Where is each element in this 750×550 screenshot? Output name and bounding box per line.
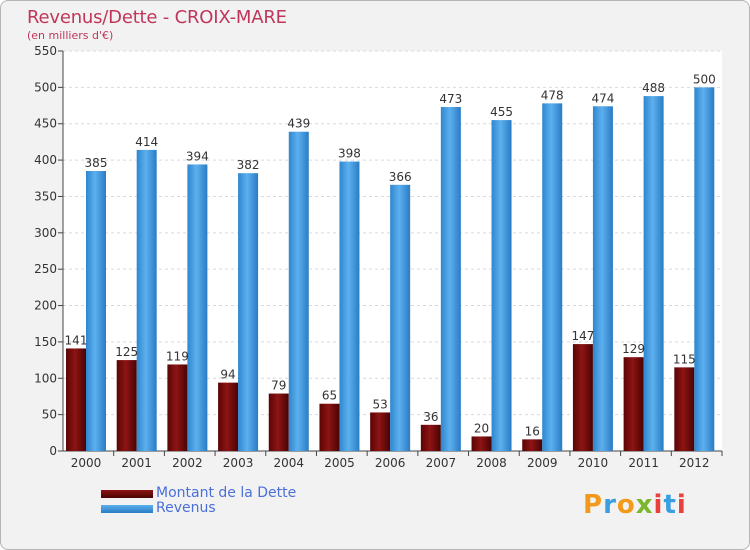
x-tick-label: 2012 (679, 456, 710, 470)
legend-swatch-revenue (101, 505, 153, 513)
data-label: 488 (642, 81, 665, 95)
bar-revenus (136, 149, 157, 451)
data-label: 385 (85, 156, 108, 170)
data-label: 53 (373, 397, 388, 411)
x-tick-label: 2006 (375, 456, 406, 470)
data-label: 474 (591, 91, 614, 105)
legend-swatch-debt (101, 490, 153, 498)
data-label: 398 (338, 147, 361, 161)
logo-letter: i (676, 490, 687, 520)
legend-label-debt: Montant de la Dette (156, 485, 297, 501)
x-tick-label: 2001 (121, 456, 152, 470)
data-label: 147 (571, 329, 594, 343)
bar-dette (572, 344, 593, 451)
logo-letter: i (653, 490, 664, 520)
data-label: 439 (287, 117, 310, 131)
bar-dette (116, 360, 137, 451)
chart-subtitle: (en milliers d'€) (27, 29, 114, 42)
chart-title: Revenus/Dette - CROIX-MARE (27, 7, 287, 28)
y-tick-label: 150 (34, 335, 57, 349)
y-tick-label: 500 (34, 80, 57, 94)
data-label: 115 (673, 352, 696, 366)
y-tick-label: 200 (34, 299, 57, 313)
bar-dette (370, 412, 391, 451)
y-tick-label: 0 (49, 444, 57, 458)
bar-dette (471, 436, 492, 451)
x-tick-label: 2004 (273, 456, 304, 470)
logo-letter: x (635, 490, 654, 520)
bar-revenus (390, 184, 411, 451)
data-label: 94 (220, 368, 235, 382)
x-tick-label: 2002 (172, 456, 203, 470)
y-tick-label: 250 (34, 262, 57, 276)
bar-revenus (238, 173, 259, 451)
data-label: 366 (389, 170, 412, 184)
bar-revenus (187, 164, 208, 452)
x-tick-label: 2000 (71, 456, 102, 470)
data-label: 141 (65, 333, 88, 347)
data-label: 394 (186, 149, 209, 163)
bar-dette (319, 403, 340, 451)
data-label: 36 (423, 410, 438, 424)
data-label: 79 (271, 379, 286, 393)
bar-dette (623, 357, 644, 451)
x-tick-label: 2011 (628, 456, 659, 470)
x-tick-label: 2009 (527, 456, 558, 470)
bar-revenus (86, 171, 106, 451)
bar-dette (268, 393, 289, 451)
data-label: 455 (490, 105, 513, 119)
bar-dette (420, 424, 441, 451)
y-tick-label: 300 (34, 226, 57, 240)
y-tick-label: 100 (34, 371, 57, 385)
data-label: 382 (237, 158, 260, 172)
bar-revenus (542, 103, 563, 451)
data-label: 65 (322, 389, 337, 403)
y-tick-label: 400 (34, 153, 57, 167)
bar-revenus (592, 106, 613, 451)
bar-revenus (643, 96, 664, 451)
logo-letter: r (603, 490, 617, 520)
y-tick-label: 50 (42, 408, 57, 422)
bar-revenus (491, 120, 512, 451)
data-label: 125 (115, 345, 138, 359)
x-tick-label: 2010 (578, 456, 609, 470)
bar-revenus (288, 131, 309, 451)
y-tick-label: 550 (34, 44, 57, 58)
data-label: 473 (439, 92, 462, 106)
data-label: 129 (622, 342, 645, 356)
bar-revenus (440, 107, 461, 451)
bar-dette (218, 382, 239, 451)
bar-dette (674, 367, 695, 451)
data-label: 16 (525, 424, 540, 438)
data-label: 414 (135, 135, 158, 149)
legend-label-revenue: Revenus (156, 500, 216, 516)
x-tick-label: 2003 (223, 456, 254, 470)
x-tick-label: 2007 (426, 456, 457, 470)
y-tick-label: 450 (34, 117, 57, 131)
y-tick-label: 350 (34, 189, 57, 203)
proxiti-logo: Proxiti (583, 490, 687, 520)
bar-dette (66, 348, 86, 451)
logo-letter: o (616, 490, 636, 520)
bar-revenus (339, 161, 360, 451)
x-tick-label: 2005 (324, 456, 355, 470)
bar-revenus (694, 87, 715, 451)
bar-dette (167, 364, 188, 451)
data-label: 478 (541, 88, 564, 102)
x-tick-label: 2008 (476, 456, 507, 470)
data-label: 500 (693, 72, 716, 86)
logo-letter: P (583, 490, 604, 520)
data-label: 20 (474, 421, 489, 435)
bar-dette (522, 439, 543, 451)
logo-letter: t (663, 490, 677, 520)
data-label: 119 (166, 349, 189, 363)
